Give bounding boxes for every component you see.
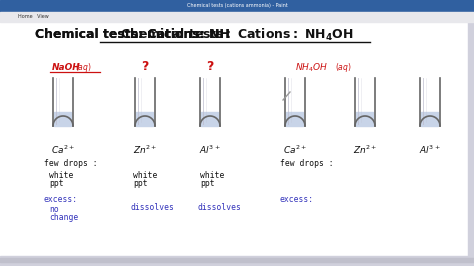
Text: few drops :: few drops : [280,159,334,168]
Polygon shape [137,118,154,126]
Bar [0,22,474,256]
Bar [356,112,374,126]
Text: dissolves: dissolves [131,203,175,213]
Bar [468,22,474,256]
Bar [0,256,474,266]
Text: no: no [49,205,59,214]
Bar [0,0,474,12]
Bar [201,112,219,126]
Polygon shape [356,118,374,126]
Text: $Ca^{2+}$: $Ca^{2+}$ [51,144,75,156]
Text: dissolves: dissolves [198,203,242,213]
Bar [137,112,154,126]
Text: $Zn^{2+}$: $Zn^{2+}$ [133,144,157,156]
Text: Chemical tests (cations ammonia) - Paint: Chemical tests (cations ammonia) - Paint [187,2,287,7]
Bar [55,112,72,126]
Text: $Ca^{2+}$: $Ca^{2+}$ [283,144,307,156]
Text: Chemical tests: Cations: NH: Chemical tests: Cations: NH [35,28,230,41]
Text: Home   View: Home View [18,15,49,19]
Text: $Al^{3+}$: $Al^{3+}$ [199,144,221,156]
Polygon shape [421,118,438,126]
Text: $Zn^{2+}$: $Zn^{2+}$ [353,144,377,156]
Text: few drops :: few drops : [44,159,98,168]
Text: $(aq)$: $(aq)$ [75,61,92,74]
Bar [286,112,303,126]
Polygon shape [201,118,219,126]
Text: white: white [133,171,157,180]
Text: $Al^{3+}$: $Al^{3+}$ [419,144,441,156]
Text: excess:: excess: [280,196,314,205]
Text: ?: ? [141,60,149,73]
Bar [421,112,438,126]
Text: $NH_4OH$: $NH_4OH$ [295,62,328,74]
Text: NaOH: NaOH [52,64,81,73]
Text: excess:: excess: [44,196,78,205]
Text: change: change [49,214,78,222]
Text: $(aq)$: $(aq)$ [335,61,352,74]
Polygon shape [55,118,72,126]
Text: ppt: ppt [133,180,147,189]
Text: ppt: ppt [49,180,64,189]
Polygon shape [286,118,303,126]
Text: $\mathbf{Chemical\ tests:\ Cations:\ NH_4OH}$: $\mathbf{Chemical\ tests:\ Cations:\ NH_… [120,27,354,43]
Text: Chemical tests: Cations: NH: Chemical tests: Cations: NH [35,28,230,41]
Bar [0,12,474,22]
Text: white: white [200,171,224,180]
Text: ppt: ppt [200,180,215,189]
Text: white: white [49,171,73,180]
Bar [0,258,474,262]
Text: ?: ? [206,60,214,73]
